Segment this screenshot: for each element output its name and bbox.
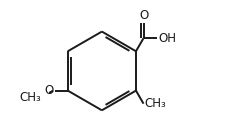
Text: OH: OH bbox=[157, 32, 175, 45]
Text: CH₃: CH₃ bbox=[19, 91, 41, 104]
Text: O: O bbox=[45, 84, 54, 97]
Text: O: O bbox=[138, 9, 147, 22]
Text: CH₃: CH₃ bbox=[144, 97, 165, 110]
